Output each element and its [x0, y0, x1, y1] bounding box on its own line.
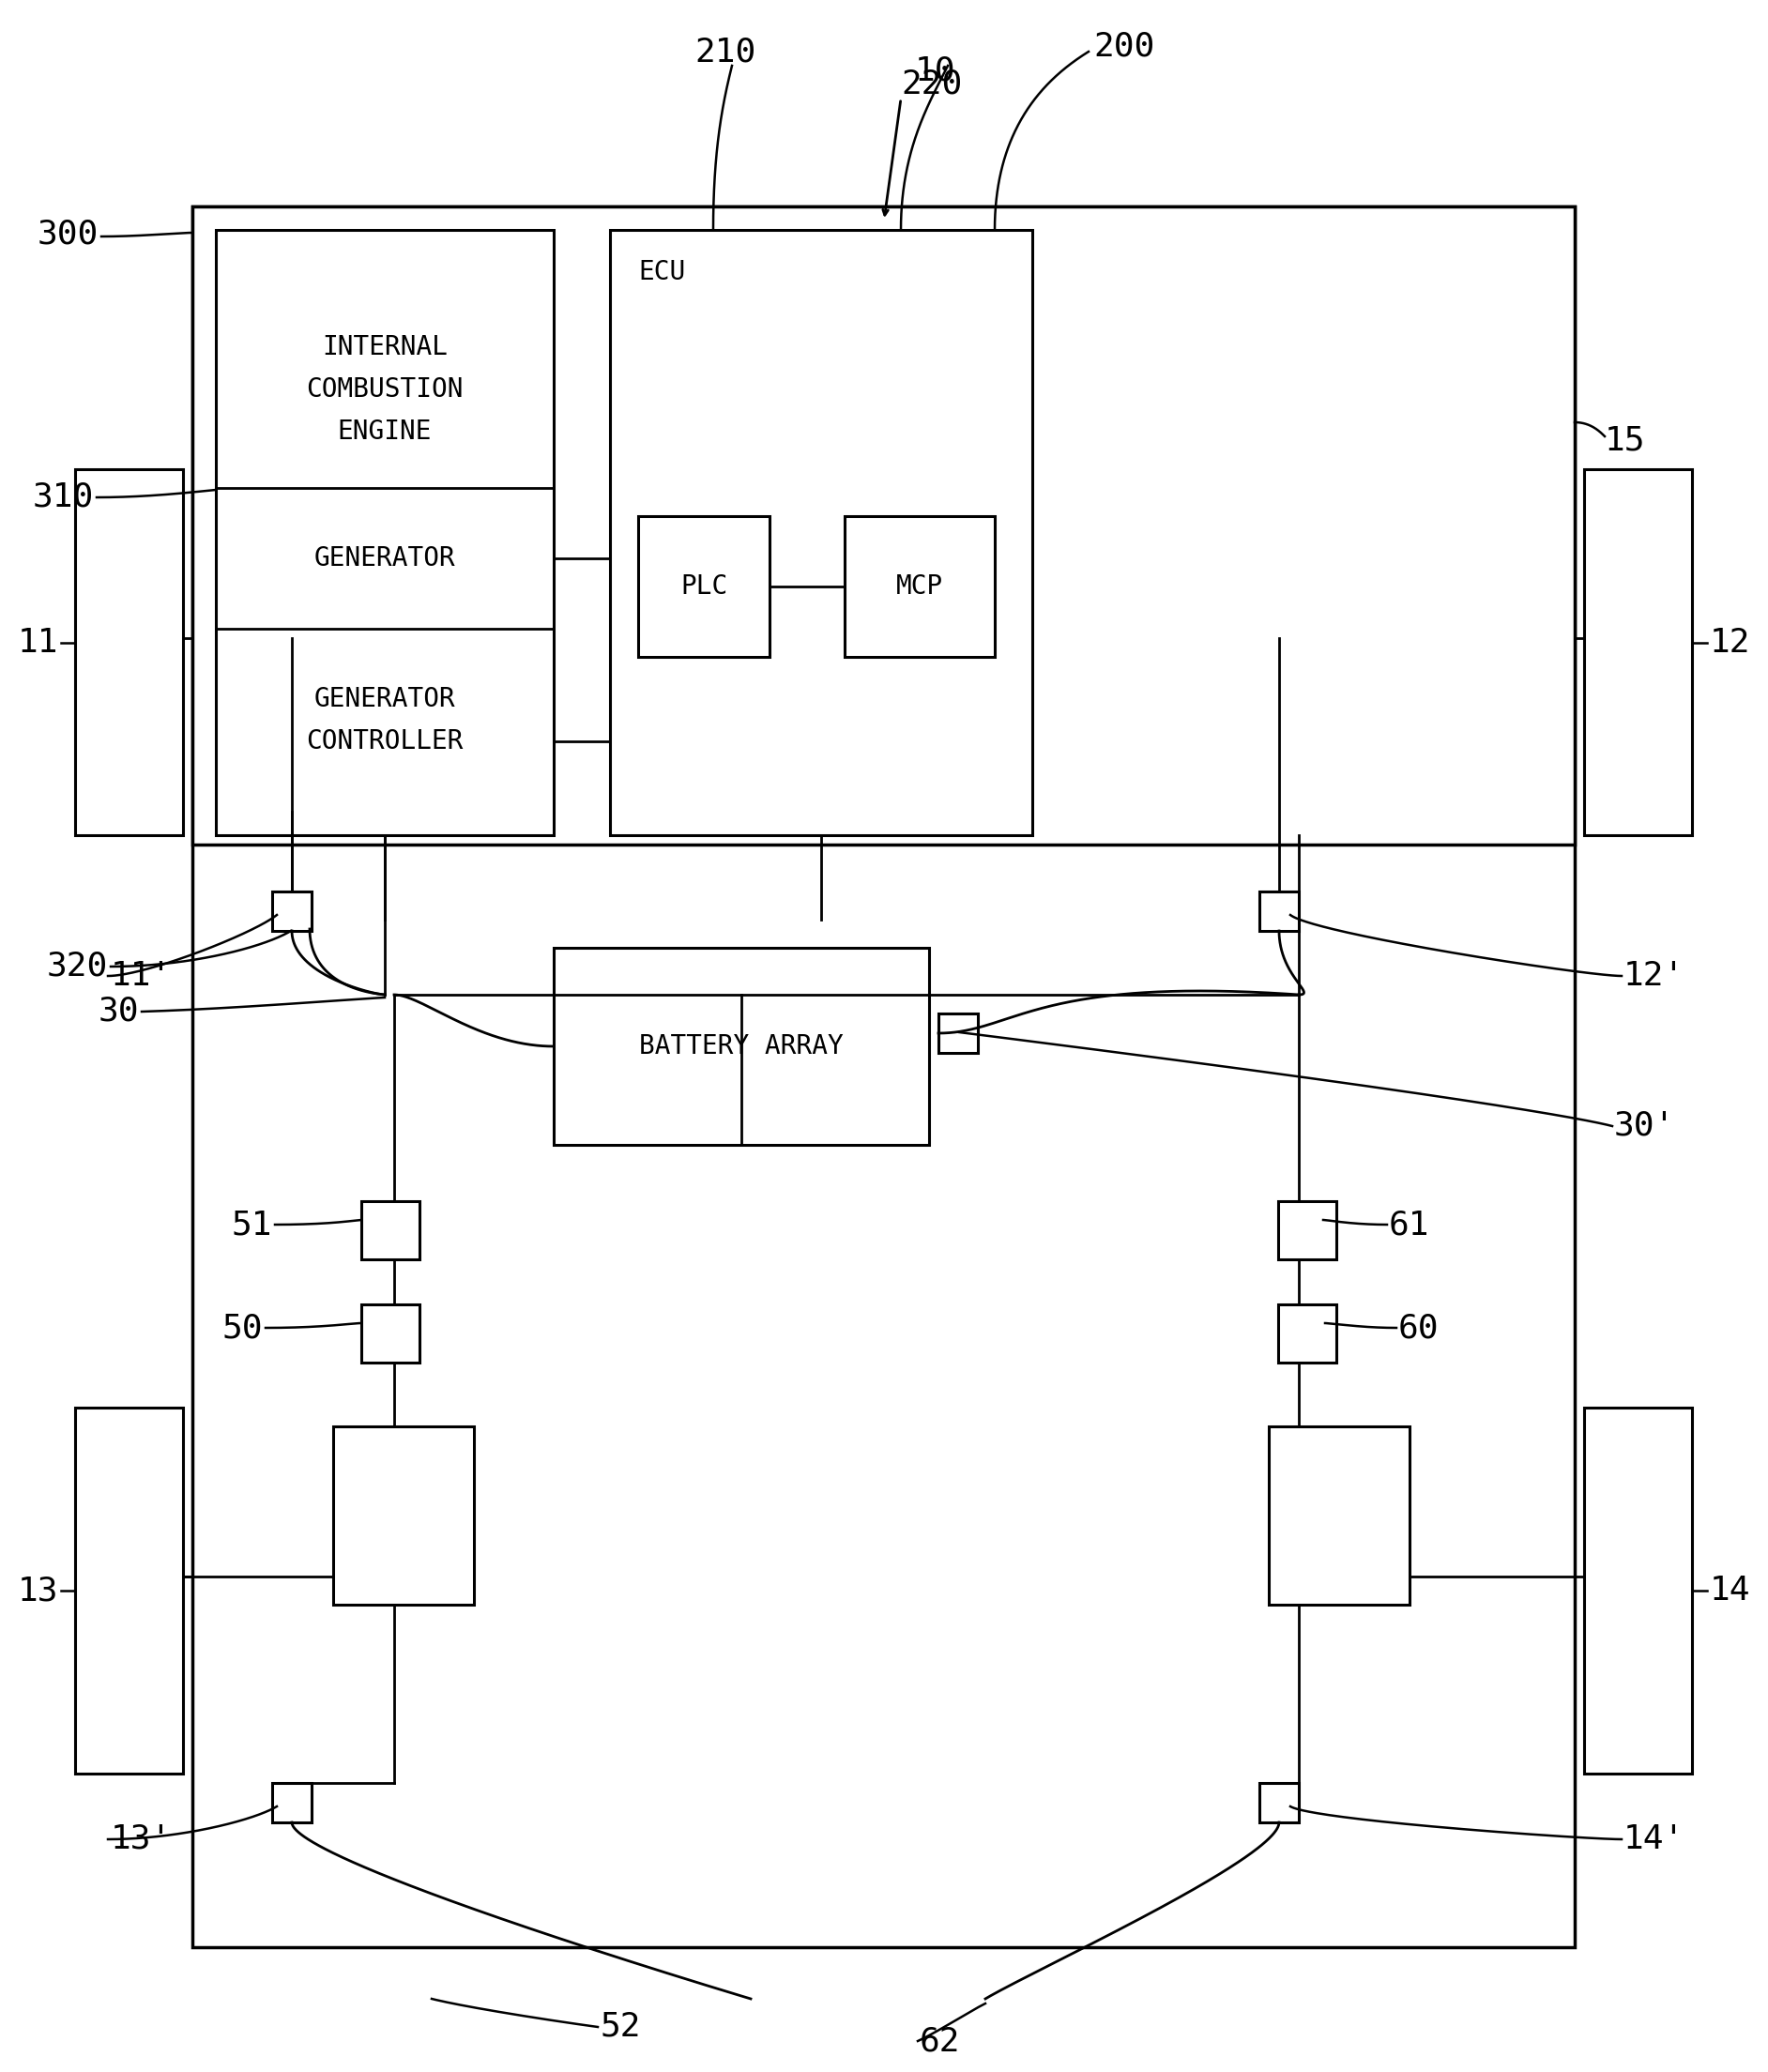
Bar — [272, 891, 311, 930]
Text: 310: 310 — [32, 481, 94, 514]
Text: 30': 30' — [1614, 1111, 1676, 1142]
Text: 13': 13' — [111, 1823, 171, 1854]
Bar — [361, 1305, 419, 1363]
Bar — [193, 207, 1575, 1948]
Text: COMBUSTION: COMBUSTION — [306, 377, 463, 402]
Text: 12: 12 — [1710, 628, 1750, 659]
Text: 320: 320 — [46, 951, 108, 982]
Text: 50: 50 — [223, 1312, 263, 1345]
Text: BATTERY ARRAY: BATTERY ARRAY — [640, 1034, 843, 1059]
Text: 11: 11 — [18, 628, 58, 659]
Text: 10: 10 — [916, 54, 956, 87]
Bar — [1584, 468, 1692, 835]
Text: 210: 210 — [695, 35, 755, 68]
Text: 12': 12' — [1623, 959, 1685, 992]
Bar — [1278, 1202, 1337, 1260]
Text: 13: 13 — [18, 1575, 58, 1606]
Bar — [1584, 1407, 1692, 1774]
Text: GENERATOR: GENERATOR — [315, 686, 456, 713]
Text: 60: 60 — [1398, 1312, 1439, 1345]
Bar — [193, 207, 1575, 845]
Bar — [638, 516, 769, 657]
Text: ENGINE: ENGINE — [338, 419, 431, 445]
Text: ECU: ECU — [638, 259, 686, 286]
Bar — [553, 947, 928, 1146]
Bar — [272, 1784, 311, 1823]
Text: 15: 15 — [1605, 425, 1646, 458]
Bar — [845, 516, 995, 657]
Bar — [216, 230, 553, 835]
Bar — [74, 468, 184, 835]
Text: 300: 300 — [37, 220, 99, 251]
Text: 52: 52 — [601, 2012, 642, 2043]
Text: 62: 62 — [919, 2024, 960, 2057]
Text: 51: 51 — [232, 1208, 272, 1241]
Bar — [1278, 1305, 1337, 1363]
Text: INTERNAL: INTERNAL — [322, 334, 447, 361]
Bar — [332, 1426, 474, 1604]
Bar — [1259, 1784, 1299, 1823]
Text: GENERATOR: GENERATOR — [315, 545, 456, 572]
Bar — [1259, 891, 1299, 930]
Text: 14': 14' — [1623, 1823, 1685, 1854]
Text: MCP: MCP — [896, 574, 944, 599]
Bar — [74, 1407, 184, 1774]
Text: 200: 200 — [1093, 31, 1155, 62]
Text: 11': 11' — [111, 959, 171, 992]
Text: 14: 14 — [1710, 1575, 1750, 1606]
Bar — [610, 230, 1033, 835]
Bar — [939, 1013, 978, 1053]
Text: 61: 61 — [1390, 1208, 1430, 1241]
Bar — [1269, 1426, 1409, 1604]
Bar — [361, 1202, 419, 1260]
Text: CONTROLLER: CONTROLLER — [306, 727, 463, 754]
Text: 30: 30 — [97, 997, 140, 1028]
Text: 220: 220 — [902, 68, 962, 99]
Text: PLC: PLC — [681, 574, 727, 599]
